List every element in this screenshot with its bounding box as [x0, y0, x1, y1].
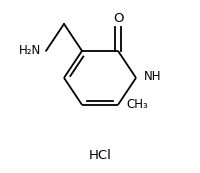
Text: CH₃: CH₃ — [126, 98, 148, 111]
Text: NH: NH — [144, 70, 162, 84]
Text: HCl: HCl — [89, 149, 111, 162]
Text: H₂N: H₂N — [19, 44, 41, 57]
Text: O: O — [113, 12, 123, 25]
